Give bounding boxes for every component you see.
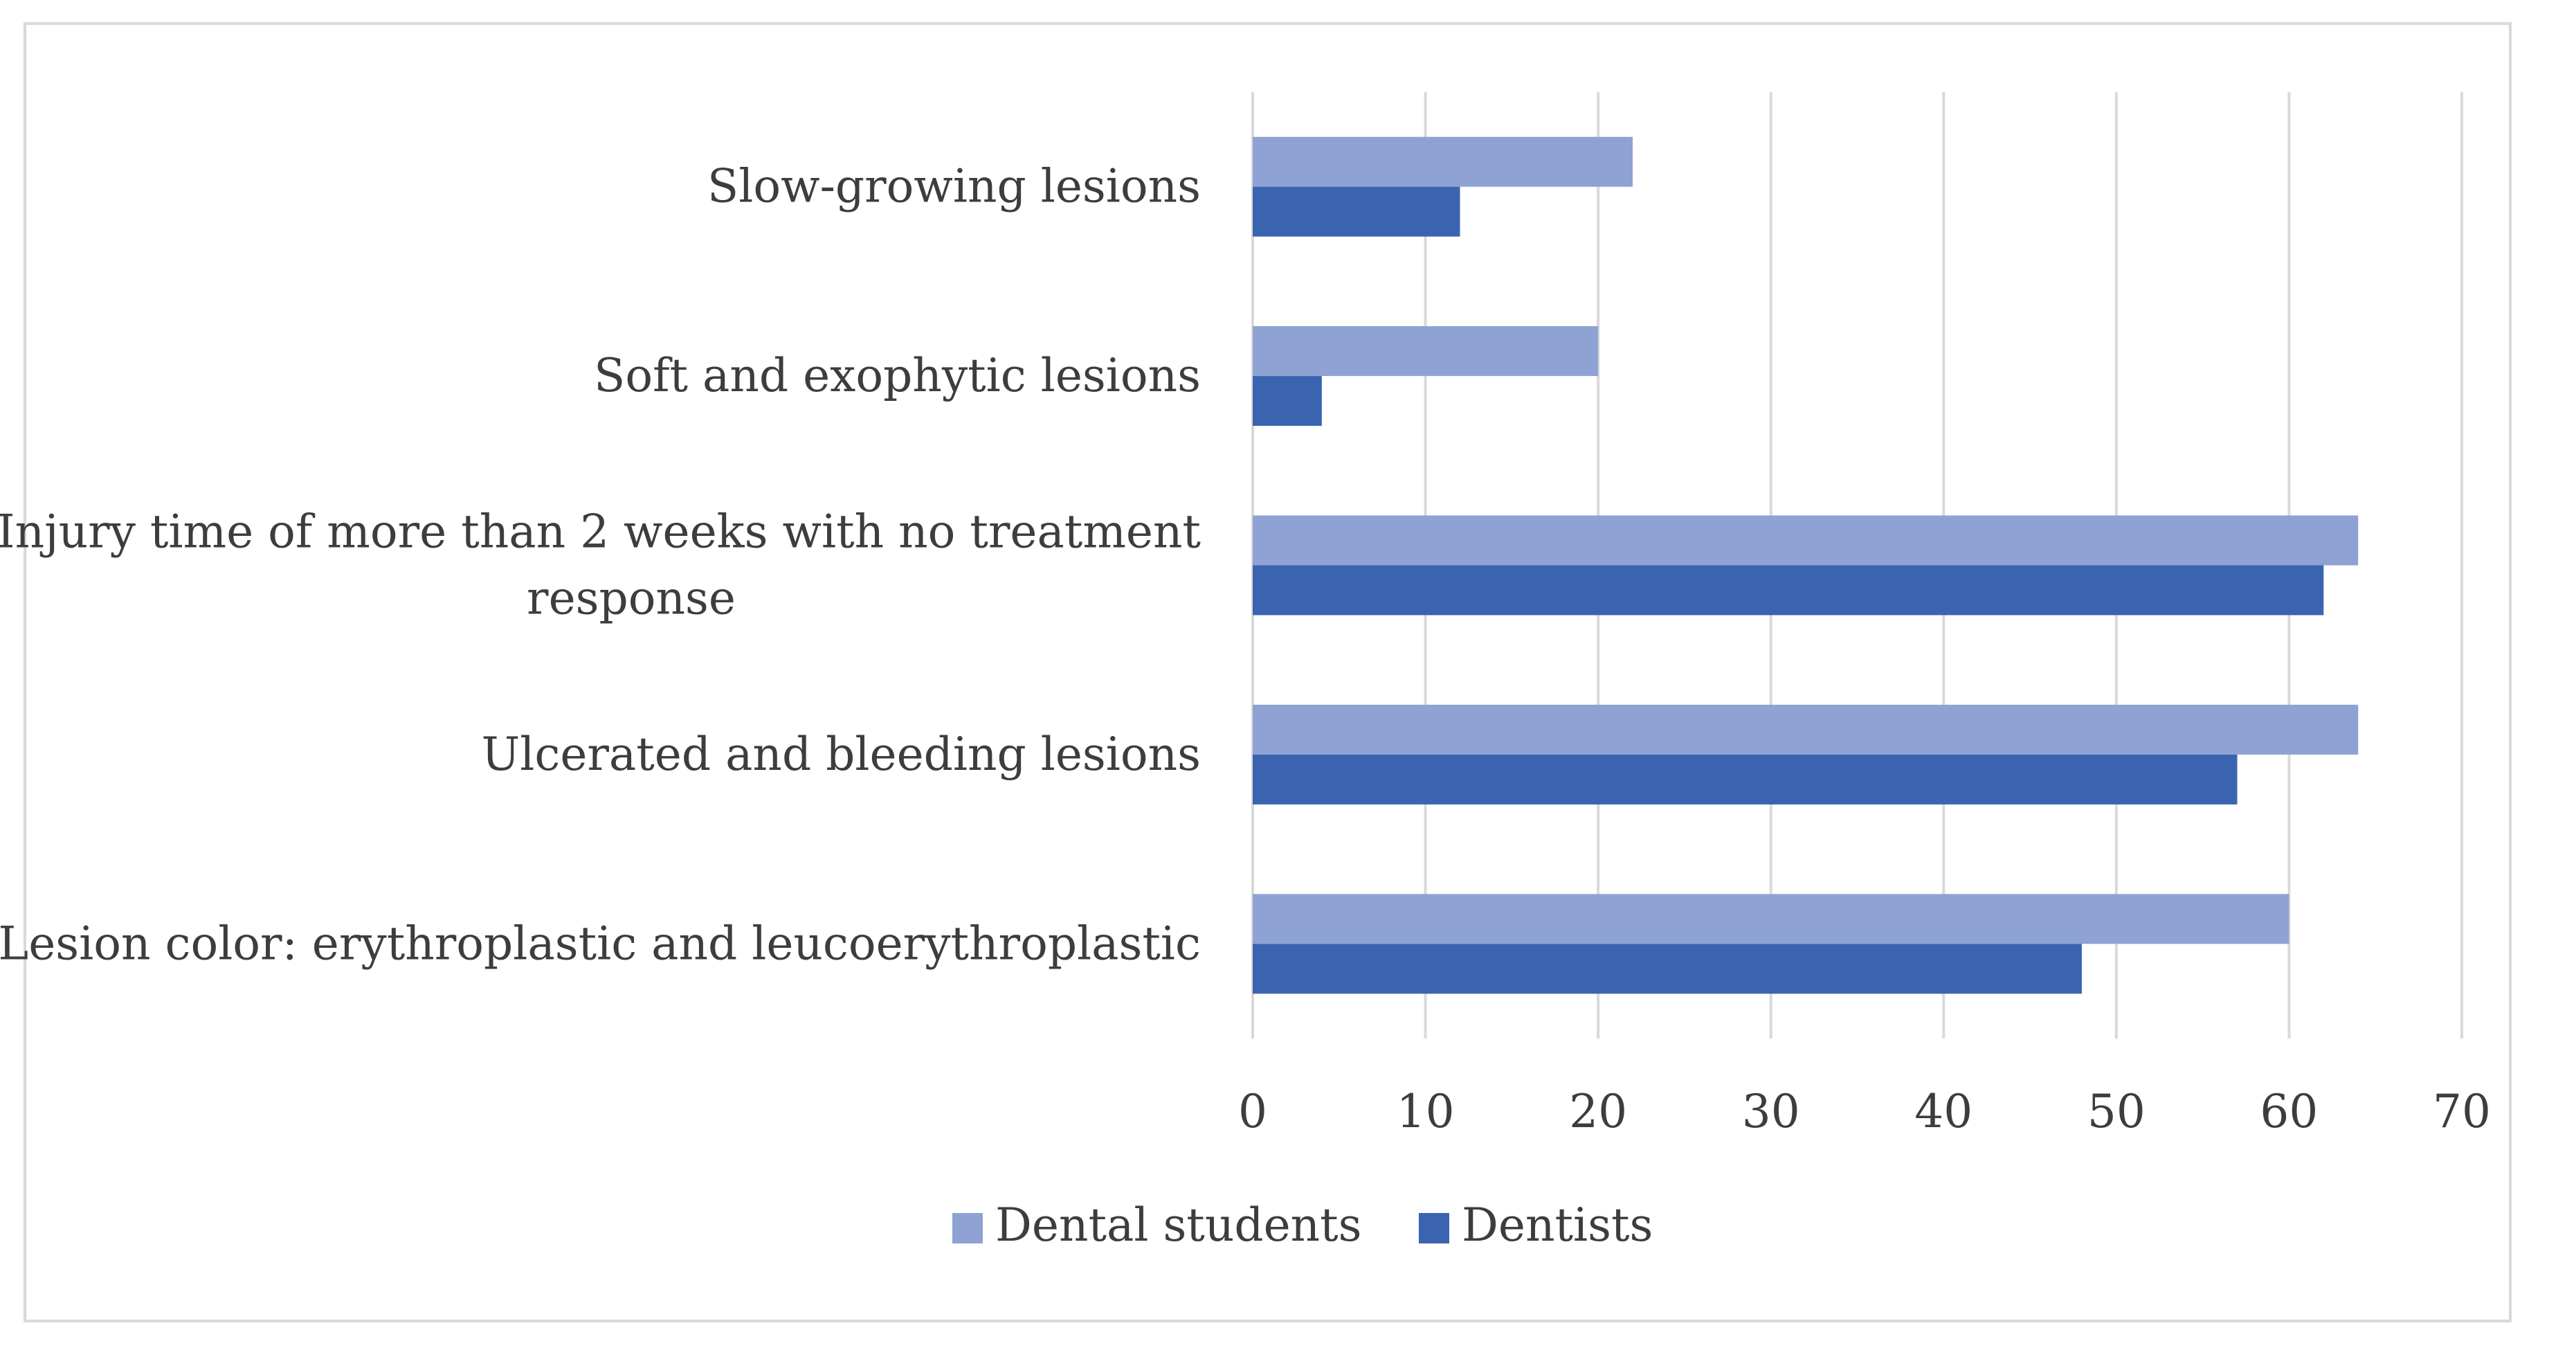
x-tick-label: 0 bbox=[1238, 1085, 1267, 1138]
x-tick-label: 30 bbox=[1742, 1085, 1800, 1138]
x-tick-label: 60 bbox=[2260, 1085, 2318, 1138]
chart-border bbox=[24, 22, 2512, 1322]
bar-dental-students bbox=[1253, 894, 2289, 944]
bars bbox=[1253, 136, 2359, 994]
category-label: Ulcerated and bleeding lesions bbox=[482, 728, 1201, 781]
category-label: Slow-growing lesions bbox=[707, 160, 1201, 213]
category-label: response bbox=[527, 572, 736, 625]
category-labels: Slow-growing lesions Soft and exophytic l… bbox=[0, 160, 1201, 971]
legend-label-dentists: Dentists bbox=[1462, 1198, 1653, 1252]
bar-dentists bbox=[1253, 376, 1322, 426]
bar-dental-students bbox=[1253, 704, 2359, 755]
legend-swatch-dentists bbox=[1419, 1213, 1449, 1243]
legend-label-dental-students: Dental students bbox=[995, 1198, 1362, 1252]
x-tick-label: 50 bbox=[2087, 1085, 2146, 1138]
bar-dentists bbox=[1253, 565, 2324, 615]
category-label: Injury time of more than 2 weeks with no… bbox=[0, 505, 1201, 559]
bar-dentists bbox=[1253, 944, 2082, 994]
x-tick-label: 10 bbox=[1397, 1085, 1455, 1138]
bar-dental-students bbox=[1253, 326, 1599, 377]
bar-dental-students bbox=[1253, 515, 2359, 566]
category-label: Soft and exophytic lesions bbox=[594, 349, 1201, 402]
bar-dentists bbox=[1253, 754, 2238, 805]
x-tick-label: 40 bbox=[1914, 1085, 1972, 1138]
x-tick-label: 20 bbox=[1569, 1085, 1627, 1138]
legend: Dental students Dentists bbox=[952, 1198, 1653, 1252]
x-tick-labels: 0 10 20 30 40 50 60 70 bbox=[1238, 1085, 2491, 1138]
bar-dentists bbox=[1253, 186, 1460, 237]
x-tick-label: 70 bbox=[2433, 1085, 2491, 1138]
category-label: Lesion color: erythroplastic and leucoer… bbox=[0, 917, 1201, 970]
legend-swatch-dental-students bbox=[952, 1213, 983, 1243]
bar-dental-students bbox=[1253, 136, 1633, 187]
